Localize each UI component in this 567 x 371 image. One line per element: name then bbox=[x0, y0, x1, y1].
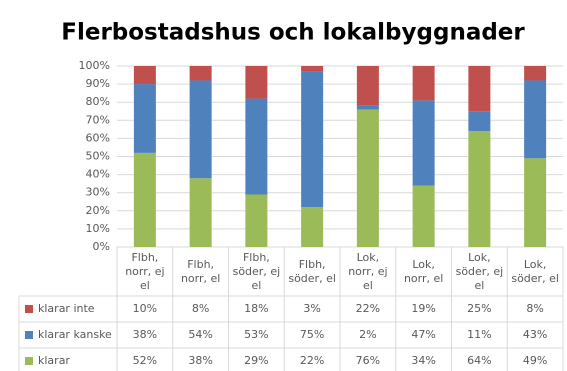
x-tick-label: Lok, norr, ej el bbox=[348, 250, 388, 292]
table-value: 64% bbox=[467, 354, 491, 367]
y-tick-label: 0% bbox=[93, 240, 110, 253]
table-value: 49% bbox=[523, 354, 547, 367]
x-tick-label: Flbh, norr, el bbox=[180, 257, 221, 285]
bar-segment bbox=[524, 80, 547, 159]
table-value: 34% bbox=[411, 354, 435, 367]
bar-segment bbox=[301, 71, 324, 208]
table-value: 43% bbox=[523, 328, 547, 341]
bar-segment bbox=[189, 66, 212, 81]
bar-segment bbox=[133, 152, 156, 247]
legend-swatch bbox=[25, 305, 33, 313]
table-value: 25% bbox=[467, 302, 491, 315]
table-value: 76% bbox=[356, 354, 380, 367]
table-value: 22% bbox=[300, 354, 324, 367]
y-tick-label: 10% bbox=[86, 222, 110, 235]
table-value: 38% bbox=[188, 354, 212, 367]
bar-segment bbox=[189, 178, 212, 247]
table-value: 8% bbox=[526, 302, 543, 315]
bar-segment bbox=[412, 66, 435, 101]
x-tick-label: Lok, söder, ej el bbox=[455, 250, 504, 292]
x-tick-label: Flbh, söder, ej el bbox=[232, 250, 281, 292]
bar-segment bbox=[245, 66, 268, 99]
table-value: 22% bbox=[356, 302, 380, 315]
bar-segment bbox=[468, 111, 491, 132]
legend-swatch bbox=[25, 357, 33, 365]
y-tick-label: 90% bbox=[86, 77, 110, 90]
table-value: 54% bbox=[188, 328, 212, 341]
y-tick-label: 30% bbox=[86, 186, 110, 199]
x-tick-label: Lok, söder, el bbox=[511, 257, 559, 285]
x-tick-label: Flbh, söder, el bbox=[288, 257, 336, 285]
legend-swatch bbox=[25, 331, 33, 339]
table-value: 10% bbox=[133, 302, 157, 315]
table-value: 53% bbox=[244, 328, 268, 341]
bar-segment bbox=[245, 194, 268, 247]
table-value: 19% bbox=[411, 302, 435, 315]
table-value: 29% bbox=[244, 354, 268, 367]
chart-title: Flerbostadshus och lokalbyggnader bbox=[61, 20, 525, 46]
y-tick-label: 80% bbox=[86, 95, 110, 108]
x-tick-label: Lok, norr, el bbox=[403, 257, 444, 285]
y-tick-label: 40% bbox=[86, 168, 110, 181]
bar-segment bbox=[356, 66, 379, 106]
x-tick-label: Flbh, norr, ej el bbox=[125, 250, 165, 292]
legend-label: klarar kanske bbox=[38, 328, 112, 341]
bar-segment bbox=[356, 109, 379, 247]
table-value: 18% bbox=[244, 302, 268, 315]
y-tick-label: 60% bbox=[86, 131, 110, 144]
y-tick-label: 50% bbox=[86, 150, 110, 163]
bar-segment bbox=[189, 80, 212, 179]
bar-segment bbox=[468, 131, 491, 247]
bar-segment bbox=[133, 84, 156, 153]
legend-label: klarar inte bbox=[38, 302, 95, 315]
bar-segment bbox=[468, 66, 491, 112]
legend-label: klarar bbox=[38, 354, 70, 367]
table-value: 38% bbox=[133, 328, 157, 341]
bar-segment bbox=[412, 185, 435, 247]
y-tick-label: 70% bbox=[86, 113, 110, 126]
table-value: 8% bbox=[192, 302, 209, 315]
y-tick-label: 100% bbox=[79, 59, 110, 72]
bar-segment bbox=[301, 207, 324, 247]
table-value: 2% bbox=[359, 328, 376, 341]
y-tick-label: 20% bbox=[86, 204, 110, 217]
table-value: 3% bbox=[303, 302, 320, 315]
table-value: 11% bbox=[467, 328, 491, 341]
bar-segment bbox=[524, 66, 547, 81]
bar-segment bbox=[301, 66, 324, 72]
bar-segment bbox=[412, 100, 435, 186]
bar-segment bbox=[245, 98, 268, 195]
table-value: 75% bbox=[300, 328, 324, 341]
bar-segment bbox=[356, 105, 379, 110]
table-value: 52% bbox=[133, 354, 157, 367]
bar-segment bbox=[133, 66, 156, 85]
bar-segment bbox=[524, 158, 547, 247]
table-value: 47% bbox=[411, 328, 435, 341]
